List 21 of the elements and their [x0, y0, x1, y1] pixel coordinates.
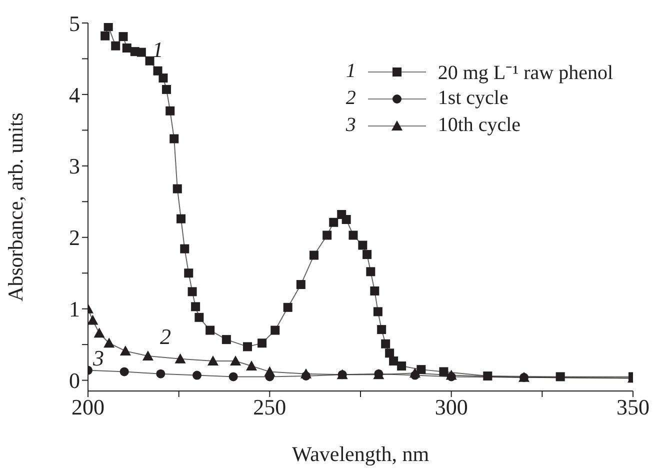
x-tick-label: 300 — [434, 394, 468, 420]
y-tick-label: 1 — [69, 296, 80, 322]
annotation: 3 — [92, 345, 104, 370]
annotation: 2 — [160, 324, 171, 349]
annotation: 1 — [344, 60, 356, 83]
annotation: 2 — [344, 87, 356, 110]
legend-label: 10th cycle — [438, 114, 521, 137]
x-tick-label: 250 — [253, 394, 286, 420]
y-tick-label: 3 — [69, 154, 80, 179]
y-axis-title: Absorbance, arb. units — [3, 112, 28, 302]
legend-label: 1st cycle — [438, 87, 508, 110]
annotation: 1 — [152, 36, 164, 62]
legend-label: 20 mg L⁻¹ raw phenol — [438, 61, 613, 85]
x-tick-label: 350 — [616, 394, 650, 420]
x-tick-label: 200 — [72, 394, 104, 420]
y-tick-label: 2 — [69, 225, 80, 250]
y-tick-label: 5 — [69, 10, 80, 36]
annotation: 3 — [344, 114, 356, 137]
y-tick-label: 4 — [69, 82, 80, 108]
x-axis-title: Wavelength, nm — [292, 442, 430, 466]
y-tick-label: 0 — [69, 368, 80, 394]
